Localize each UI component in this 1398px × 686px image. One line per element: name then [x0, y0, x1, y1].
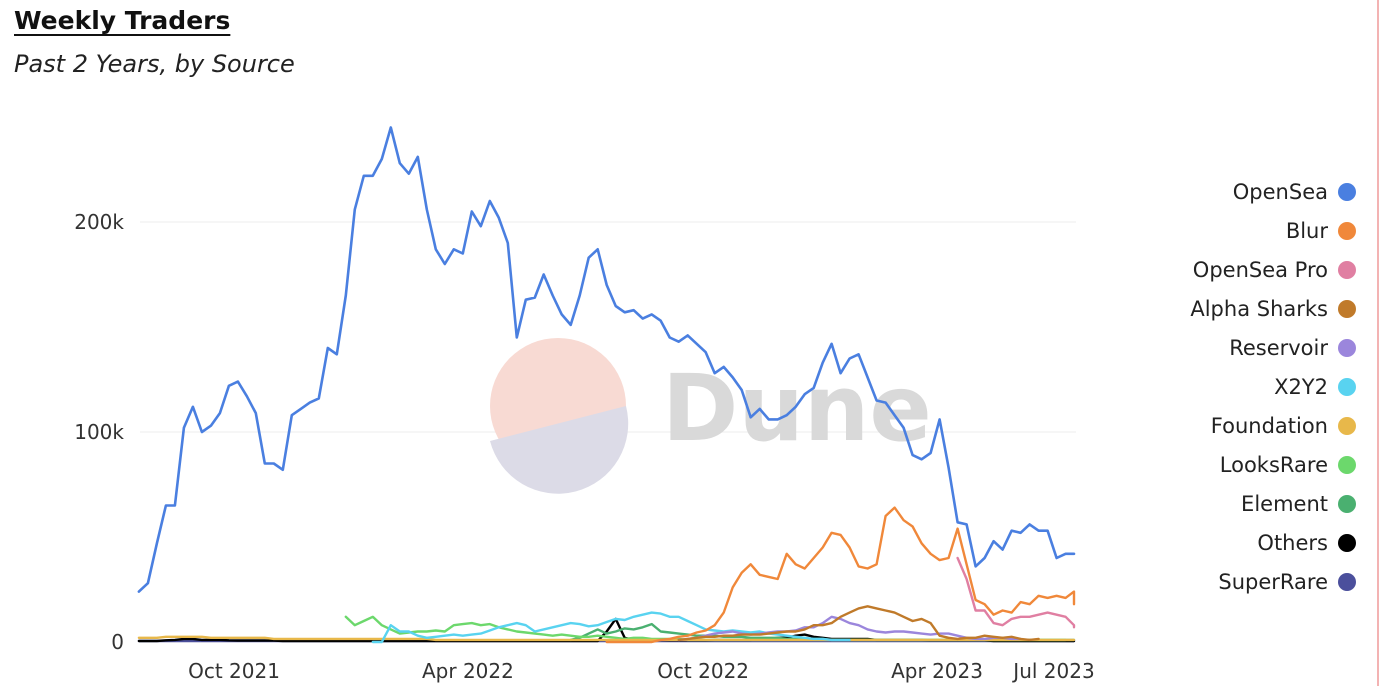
chart-title: Weekly Traders	[14, 6, 231, 35]
legend-item-opensea[interactable]: OpenSea	[1190, 172, 1356, 211]
legend-color-dot	[1338, 494, 1356, 513]
chart-subtitle: Past 2 Years, by Source	[14, 50, 295, 78]
watermark-logo-bottom	[490, 406, 629, 494]
legend-item-others[interactable]: Others	[1190, 523, 1356, 562]
series-lines	[137, 126, 1076, 644]
x-tick-label: Oct 2022	[657, 659, 749, 683]
legend-color-dot	[1338, 338, 1356, 357]
x-tick-label: Apr 2023	[891, 659, 983, 683]
legend-item-element[interactable]: Element	[1190, 484, 1356, 523]
legend-item-reservoir[interactable]: Reservoir	[1190, 328, 1356, 367]
legend-item-foundation[interactable]: Foundation	[1190, 406, 1356, 445]
series-line-foundation	[137, 635, 1076, 642]
x-tick-label: Apr 2022	[422, 659, 514, 683]
y-tick-label: 0	[111, 630, 124, 654]
y-tick-label: 100k	[74, 420, 124, 444]
legend-color-dot	[1338, 533, 1356, 552]
legend-item-x2y2[interactable]: X2Y2	[1190, 367, 1356, 406]
y-tick-label: 200k	[74, 210, 124, 234]
series-line-opensea	[137, 126, 1076, 593]
watermark-text: Dune	[662, 355, 932, 462]
series-line-blur	[605, 506, 1076, 644]
x-axis: Oct 2021 Apr 2022 Oct 2022 Apr 2023 Jul 2023	[188, 659, 1095, 683]
legend-color-dot	[1338, 221, 1356, 240]
legend-item-superrare[interactable]: SuperRare	[1190, 562, 1356, 601]
series-line-alpha-sharks	[677, 605, 1040, 642]
legend-item-alpha-sharks[interactable]: Alpha Sharks	[1190, 289, 1356, 328]
legend-color-dot	[1338, 377, 1356, 396]
legend-color-dot	[1338, 572, 1356, 591]
legend-label: X2Y2	[1274, 374, 1328, 399]
legend-label: Blur	[1285, 218, 1328, 243]
x-tick-label: Oct 2021	[188, 659, 280, 683]
legend-item-opensea-pro[interactable]: OpenSea Pro	[1190, 250, 1356, 289]
y-axis: 0 100k 200k	[74, 210, 124, 654]
legend-color-dot	[1338, 260, 1356, 279]
legend-label: OpenSea Pro	[1192, 257, 1328, 282]
legend-label: LooksRare	[1219, 452, 1328, 477]
legend-label: Element	[1241, 491, 1328, 516]
legend-color-dot	[1338, 416, 1356, 435]
legend: OpenSea Blur OpenSea Pro Alpha Sharks Reserv…	[1190, 172, 1356, 601]
legend-label: OpenSea	[1232, 179, 1328, 204]
legend-color-dot	[1338, 455, 1356, 474]
legend-label: SuperRare	[1218, 569, 1328, 594]
legend-color-dot	[1338, 182, 1356, 201]
x-tick-label: Jul 2023	[1011, 659, 1094, 683]
legend-label: Others	[1257, 530, 1328, 555]
series-line-opensea-pro	[956, 556, 1076, 629]
dune-watermark: Dune	[490, 338, 932, 494]
panel-edge-divider	[1377, 0, 1379, 686]
legend-label: Reservoir	[1229, 335, 1328, 360]
legend-label: Foundation	[1210, 413, 1328, 438]
legend-label: Alpha Sharks	[1190, 296, 1328, 321]
legend-item-looksrare[interactable]: LooksRare	[1190, 445, 1356, 484]
legend-item-blur[interactable]: Blur	[1190, 211, 1356, 250]
legend-color-dot	[1338, 299, 1356, 318]
